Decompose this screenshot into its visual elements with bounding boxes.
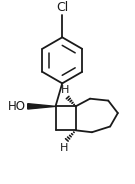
- Text: H: H: [60, 143, 68, 153]
- Text: Cl: Cl: [56, 1, 68, 14]
- Text: HO: HO: [8, 100, 26, 113]
- Text: H: H: [61, 85, 69, 95]
- Polygon shape: [28, 104, 55, 109]
